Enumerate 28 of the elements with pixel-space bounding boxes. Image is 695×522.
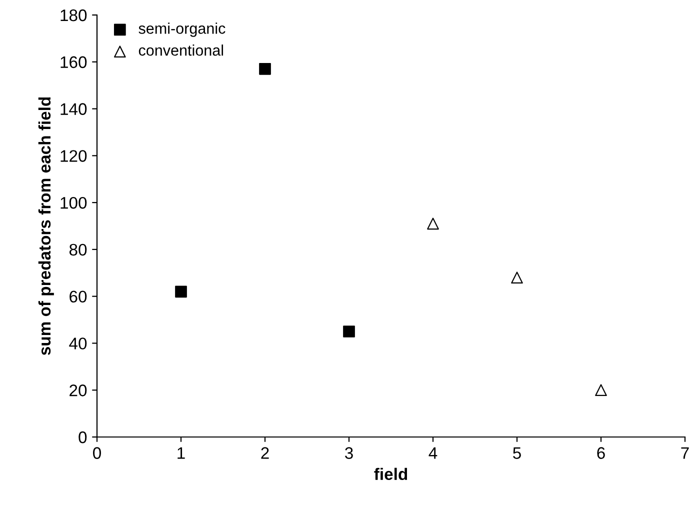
y-tick-label: 120: [60, 150, 87, 162]
point: [427, 218, 439, 230]
y-tick-label: 160: [60, 56, 87, 68]
y-tick-label: 80: [69, 244, 87, 256]
legend-label: conventional: [138, 44, 224, 56]
x-tick-label: 4: [428, 447, 438, 459]
point: [595, 384, 607, 396]
x-tick-label: 1: [178, 447, 185, 459]
x-tick-label: 3: [345, 447, 353, 459]
legend-label: semi-organic: [138, 22, 226, 37]
y-tick-label: 0: [78, 431, 87, 444]
x-tick-label: 6: [597, 447, 605, 459]
y-tick-label: 140: [60, 103, 87, 115]
x-axis-title: field: [374, 468, 408, 480]
y-axis-title: sum of predators from each field: [38, 97, 54, 356]
y-tick-label: 180: [60, 9, 87, 22]
point: [511, 272, 523, 284]
point: [259, 62, 271, 75]
x-tick-label: 0: [93, 447, 101, 459]
x-tick-label: 5: [513, 447, 521, 459]
x-tick-label: 2: [261, 447, 269, 459]
y-tick-label: 60: [70, 290, 87, 303]
y-tick-label: 20: [70, 384, 87, 396]
x-tick-label: 7: [681, 447, 689, 459]
y-tick-label: 100: [60, 196, 87, 209]
point: [175, 286, 187, 298]
y-tick-label: 40: [69, 338, 87, 350]
point: [343, 326, 355, 338]
